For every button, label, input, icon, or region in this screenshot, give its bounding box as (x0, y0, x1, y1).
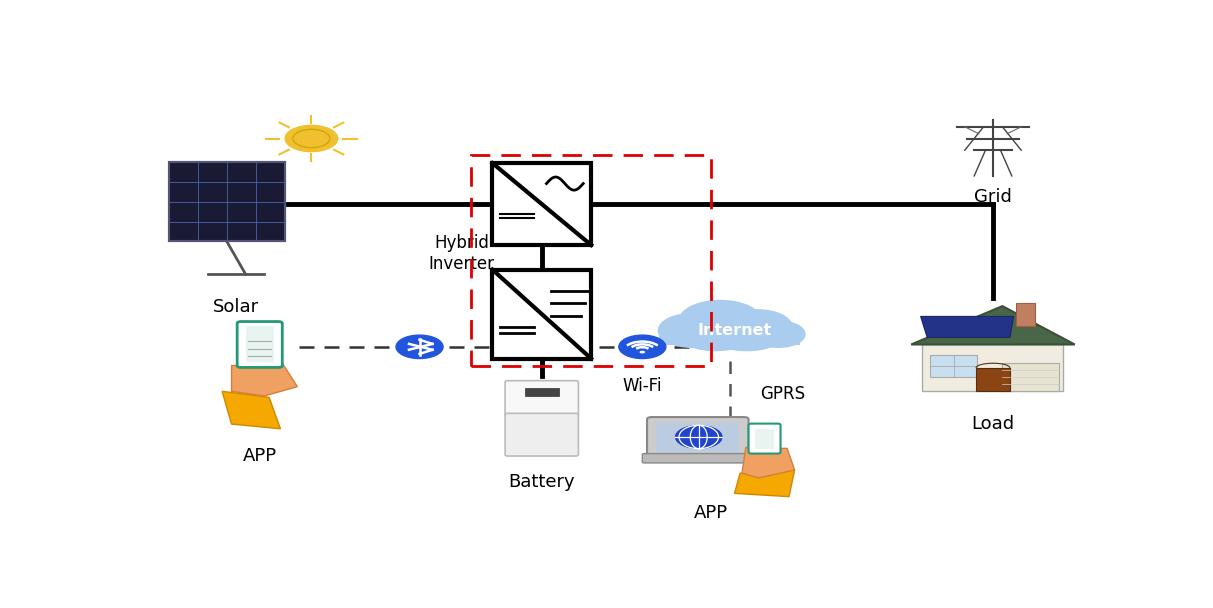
Polygon shape (169, 162, 285, 241)
Polygon shape (735, 470, 795, 497)
Circle shape (619, 335, 666, 359)
Circle shape (676, 425, 722, 449)
Bar (1016, 303, 1035, 326)
Text: Grid: Grid (974, 188, 1012, 206)
Ellipse shape (682, 324, 750, 351)
Ellipse shape (679, 300, 762, 342)
FancyBboxPatch shape (505, 413, 579, 456)
Circle shape (639, 351, 645, 353)
FancyBboxPatch shape (505, 381, 579, 416)
Bar (923, 345, 1064, 392)
Bar (976, 368, 1010, 392)
Bar (660, 334, 801, 345)
Text: APP: APP (243, 447, 277, 466)
Text: Battery: Battery (508, 474, 575, 491)
Bar (1002, 363, 1059, 392)
Text: Internet: Internet (697, 323, 771, 338)
Polygon shape (492, 163, 591, 245)
Text: Wi-Fi: Wi-Fi (622, 377, 662, 395)
Polygon shape (911, 306, 1075, 345)
Ellipse shape (713, 324, 780, 351)
Ellipse shape (724, 310, 792, 344)
Polygon shape (492, 269, 591, 359)
Polygon shape (222, 392, 280, 429)
Text: Hybrid
Inverter: Hybrid Inverter (429, 235, 495, 273)
Bar (756, 429, 774, 449)
Circle shape (285, 125, 337, 151)
Bar (656, 423, 739, 452)
Text: GPRS: GPRS (759, 385, 805, 402)
Text: Load: Load (972, 415, 1014, 433)
Polygon shape (921, 316, 1014, 337)
Polygon shape (232, 365, 297, 396)
Polygon shape (742, 447, 795, 478)
Ellipse shape (752, 321, 805, 347)
Bar (525, 388, 559, 396)
Text: APP: APP (694, 503, 728, 522)
Circle shape (395, 335, 443, 359)
Bar (930, 355, 976, 377)
Text: Solar: Solar (213, 298, 260, 316)
Bar (245, 326, 274, 362)
Ellipse shape (659, 314, 727, 347)
FancyBboxPatch shape (238, 322, 283, 367)
FancyBboxPatch shape (647, 417, 748, 457)
FancyBboxPatch shape (748, 424, 780, 454)
FancyBboxPatch shape (643, 454, 753, 463)
